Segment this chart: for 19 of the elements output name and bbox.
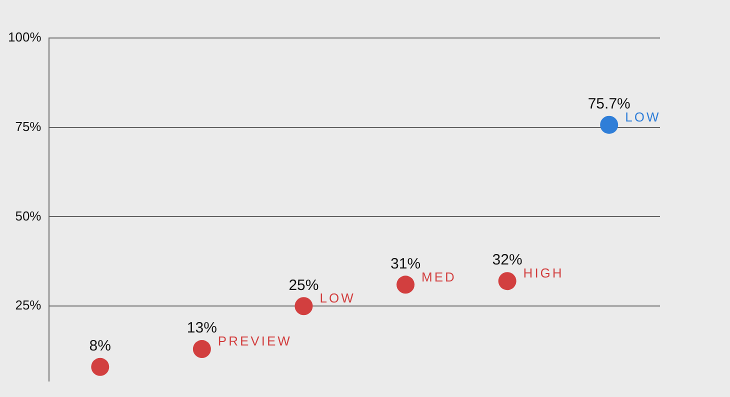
y-tick-label: 100% [8,30,42,45]
point [600,116,618,134]
point [396,276,415,294]
point [294,297,313,316]
annotation: PREVIEW [218,334,292,349]
annotation: MED [422,269,456,284]
y-tick-label: 75% [15,118,42,134]
data-label: 25% [288,276,319,294]
point [498,272,516,290]
y-tick-label: 25% [15,298,42,313]
data-label: 32% [492,252,522,269]
point [192,340,211,358]
data-label: 8% [89,338,111,355]
y-tick-label: 50% [15,208,42,224]
data-label: 13% [186,320,217,337]
data-label: 31% [390,255,421,272]
annotation: LOW [320,290,356,306]
point [91,358,110,376]
annotation: HIGH [523,266,564,281]
